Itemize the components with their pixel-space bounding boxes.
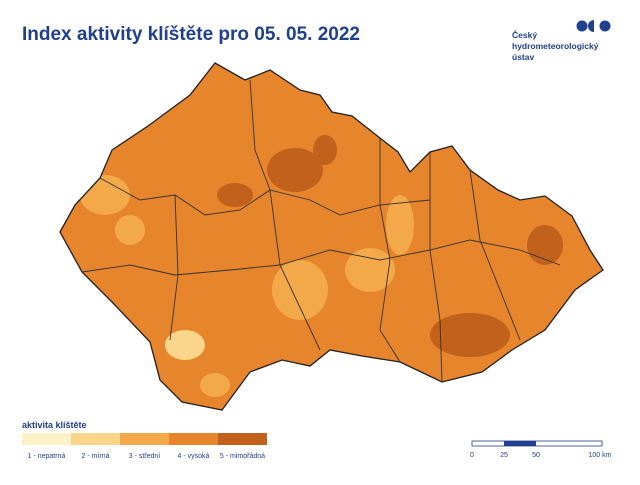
legend-swatch — [218, 433, 267, 445]
legend-title: aktivita klíštěte — [22, 420, 87, 430]
patch — [165, 330, 205, 360]
legend-label: 2 - mírná — [81, 453, 109, 460]
border — [81, 239, 561, 276]
legend-swatch — [22, 433, 71, 445]
patch — [313, 135, 337, 165]
patch — [430, 313, 510, 357]
logo: Český hydrometeorologický ústav — [512, 20, 611, 62]
legend-label: 1 - nepatrná — [28, 453, 66, 460]
legend: 1 - nepatrná 2 - mírná 3 - střední 4 - vyso… — [22, 433, 267, 460]
border — [169, 194, 179, 341]
country-border — [59, 62, 604, 411]
patch — [527, 225, 563, 265]
logo-dot — [588, 20, 594, 32]
patch — [345, 248, 395, 292]
scale-bar: 0 25 50 100 km — [470, 440, 612, 459]
scale-label: 0 — [470, 452, 474, 459]
patch — [272, 260, 328, 320]
legend-label: 5 - mimořádná — [220, 453, 265, 460]
border — [429, 152, 443, 383]
region-borders — [81, 79, 561, 383]
logo-dot — [576, 20, 588, 32]
map — [59, 62, 604, 411]
patch — [200, 373, 230, 397]
border — [99, 177, 431, 216]
logo-text: ústav — [512, 52, 534, 62]
patch — [115, 215, 145, 245]
legend-label: 3 - střední — [129, 453, 161, 460]
patch — [217, 183, 253, 207]
legend-swatch — [120, 433, 169, 445]
patch — [386, 195, 414, 255]
border — [269, 189, 321, 351]
logo-text: Český — [512, 29, 537, 40]
legend-label: 4 - vysoká — [178, 453, 210, 460]
map-title: Index aktivity klíštěte pro 05. 05. 2022 — [22, 24, 360, 45]
scale-label: 100 km — [589, 452, 612, 459]
legend-swatch — [71, 433, 120, 445]
logo-text: hydrometeorologický — [512, 41, 599, 51]
scale-segment — [504, 441, 536, 446]
scale-segment — [471, 440, 603, 447]
border — [249, 79, 271, 191]
scale-label: 50 — [532, 452, 540, 459]
border — [469, 169, 521, 341]
patch — [267, 148, 323, 192]
border — [379, 138, 401, 363]
logo-dot — [599, 20, 611, 32]
activity-patches — [80, 135, 563, 397]
legend-swatch — [169, 433, 218, 445]
scale-label: 25 — [500, 452, 508, 459]
